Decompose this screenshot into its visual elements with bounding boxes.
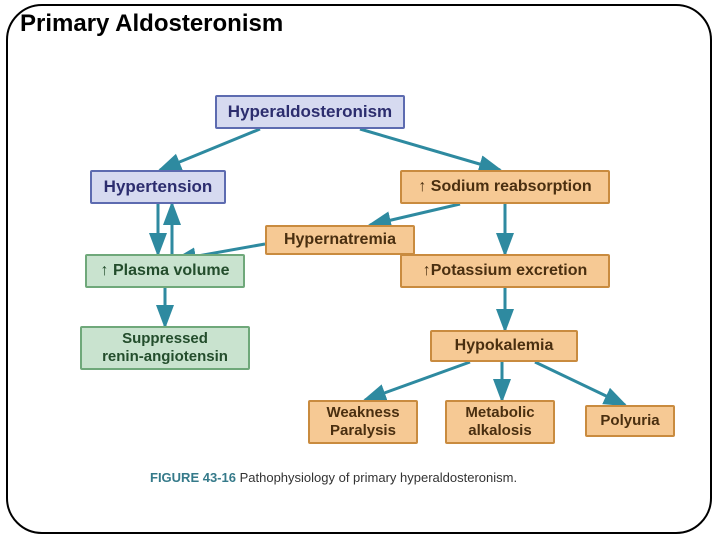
- figure-text: Pathophysiology of primary hyperaldoster…: [236, 470, 517, 485]
- node-kexc: ↑Potassium excretion: [400, 254, 610, 288]
- node-hyper: Hyperaldosteronism: [215, 95, 405, 129]
- node-hnat: Hypernatremia: [265, 225, 415, 255]
- node-renin: Suppressed renin-angiotensin: [80, 326, 250, 370]
- figure-caption: FIGURE 43-16 Pathophysiology of primary …: [150, 470, 517, 485]
- node-hypok: Hypokalemia: [430, 330, 578, 362]
- node-htn: Hypertension: [90, 170, 226, 204]
- slide-title: Primary Aldosteronism: [20, 10, 283, 38]
- node-poly: Polyuria: [585, 405, 675, 437]
- node-plasma: ↑ Plasma volume: [85, 254, 245, 288]
- figure-label: FIGURE 43-16: [150, 470, 236, 485]
- node-alk: Metabolic alkalosis: [445, 400, 555, 444]
- node-weak: Weakness Paralysis: [308, 400, 418, 444]
- node-nare: ↑ Sodium reabsorption: [400, 170, 610, 204]
